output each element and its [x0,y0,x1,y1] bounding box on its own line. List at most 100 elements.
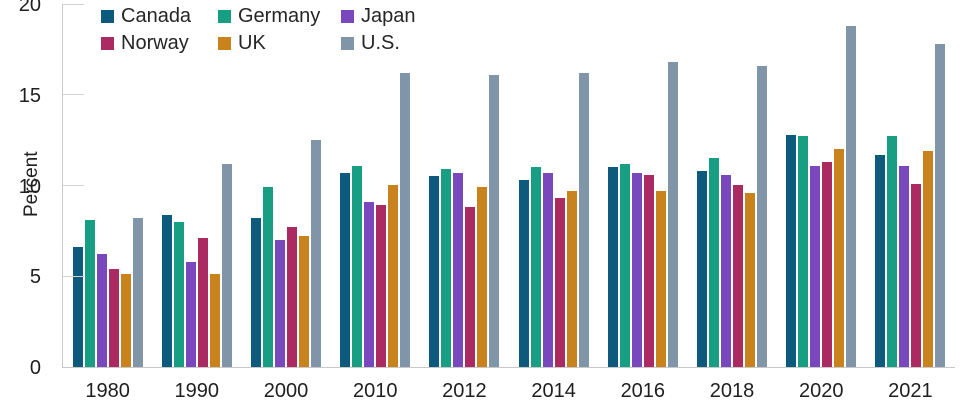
x-tick-label-2010: 2010 [352,380,398,402]
x-tick-label-2000: 2000 [263,380,309,402]
y-tick-15 [63,94,84,96]
x-tick-label-2014: 2014 [531,380,576,402]
legend-swatch-icon [101,9,114,23]
legend-item-us: U.S. [341,33,416,53]
bar-group-2012: 2012 [420,4,509,402]
bar-group-2018: 2018 [687,4,776,402]
bar-uk-2016 [655,191,666,367]
bar-norway-2020 [822,162,833,367]
legend-label: U.S. [361,32,400,54]
legend-swatch-icon [341,36,354,50]
bar-germany-1990 [173,222,184,367]
legend-label: Norway [121,32,189,54]
bar-us-2012 [489,75,500,367]
bar-germany-2010 [352,166,363,367]
bar-norway-1980 [108,269,119,367]
bar-germany-2014 [530,167,541,367]
plot-area: Percent 1980 1990 2000 2010 2012 2014 2016 2018… [19,0,955,402]
bar-japan-2014 [542,173,553,367]
bar-uk-1990 [209,274,220,367]
legend-item-canada: Canada [101,6,218,26]
bar-norway-2021 [911,184,922,367]
bar-germany-2012 [441,169,452,367]
bar-uk-2014 [566,191,577,367]
bar-canada-2018 [697,171,708,367]
bar-japan-2016 [631,173,642,367]
bar-japan-2010 [364,202,375,367]
bar-canada-2021 [875,155,886,367]
y-tick-20 [63,3,84,5]
legend-swatch-icon [101,36,114,50]
legend: Canada Germany Japan Norway UK U.S. [101,6,416,53]
bar-us-2020 [846,26,857,367]
bar-germany-2018 [709,158,720,367]
bar-norway-1990 [197,238,208,367]
bar-canada-2020 [786,135,797,367]
bar-us-2016 [667,62,678,367]
bar-japan-2018 [721,175,732,367]
y-tick-10 [63,185,84,186]
bar-group-1980: 1980 [63,4,152,402]
bar-group-2021: 2021 [866,4,955,402]
bar-us-2018 [757,66,768,367]
bar-norway-2016 [643,175,654,367]
bar-norway-2014 [554,198,565,367]
y-tick-label-5: 5 [29,266,41,289]
legend-swatch-icon [218,36,231,50]
bar-group-2020: 2020 [777,4,866,402]
bar-group-2014: 2014 [509,4,598,402]
legend-item-germany: Germany [218,6,341,26]
bar-canada-1980 [72,247,83,367]
x-tick-label-1990: 1990 [174,380,220,402]
y-tick-label-10: 10 [18,175,41,198]
x-tick-label-2012: 2012 [442,380,487,402]
bar-us-1980 [132,218,143,367]
bar-uk-2012 [477,187,488,367]
bar-canada-2010 [340,173,351,367]
bar-canada-2000 [251,218,261,367]
bar-groups: 1980 1990 2000 2010 2012 2014 2016 2018 2020 2021 [63,4,955,402]
legend-swatch-icon [341,9,354,23]
x-tick-label-1980: 1980 [85,380,130,402]
bar-canada-2016 [607,167,618,367]
bar-uk-1980 [120,274,131,367]
bar-japan-2021 [899,166,910,367]
x-tick-label-2016: 2016 [620,380,666,402]
bar-uk-2021 [923,151,934,367]
bar-germany-2021 [887,136,898,367]
bar-uk-2010 [388,185,399,367]
bar-norway-2012 [465,207,476,367]
bar-norway-2010 [376,205,387,367]
bar-group-2010: 2010 [331,4,420,402]
legend-label: Japan [361,5,416,27]
legend-item-norway: Norway [101,33,218,53]
bar-japan-2020 [810,166,821,367]
bar-uk-2020 [834,149,845,367]
bar-norway-2018 [733,185,744,367]
bar-germany-2000 [263,187,273,367]
legend-swatch-icon [218,9,231,23]
bar-japan-1990 [185,262,196,367]
bar-us-2000 [311,140,321,367]
bar-uk-2018 [745,193,756,367]
y-tick-5 [63,275,84,277]
bar-japan-2000 [275,240,285,367]
bar-group-2000: 2000 [241,4,330,402]
legend-item-uk: UK [218,33,341,53]
legend-item-japan: Japan [341,6,416,26]
y-tick-label-15: 15 [18,84,41,107]
bar-japan-1980 [96,254,107,367]
bar-norway-2000 [287,227,297,367]
bar-canada-1990 [161,215,172,367]
y-tick-label-0: 0 [29,357,41,379]
bar-us-2021 [935,44,946,367]
bar-germany-1980 [84,220,95,367]
bar-uk-2000 [299,236,309,367]
bar-group-1990: 1990 [152,4,241,402]
bar-canada-2012 [429,176,440,367]
x-tick-label-2020: 2020 [798,380,844,402]
bar-us-2010 [400,73,411,367]
bar-germany-2016 [619,164,630,367]
x-tick-label-2018: 2018 [709,380,755,402]
